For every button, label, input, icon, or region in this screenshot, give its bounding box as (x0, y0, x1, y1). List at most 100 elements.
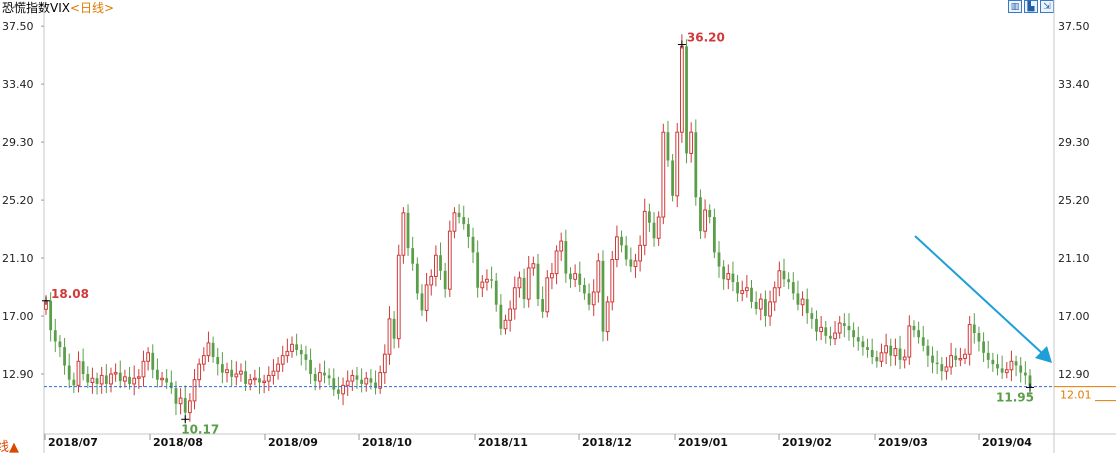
candle-158 (777, 261, 782, 297)
y-tick-left-5: 17.00 (2, 310, 34, 323)
candle-86 (443, 263, 447, 298)
candle-103 (522, 268, 526, 309)
candle-209 (1014, 355, 1018, 377)
candle-147 (726, 264, 731, 290)
candle-124 (620, 230, 623, 253)
candle-143 (708, 204, 712, 224)
candle-5 (67, 353, 71, 389)
y-tick-left-2: 29.30 (2, 136, 34, 149)
candle-109 (550, 263, 554, 290)
candle-4 (63, 337, 66, 375)
annotation-2: 10.17 (181, 422, 219, 436)
y-tick-right-0: 37.50 (1058, 20, 1090, 33)
candle-207 (1004, 362, 1009, 379)
candle-90 (462, 205, 466, 230)
last-price-label: 12.01 (1060, 389, 1092, 402)
candle-179 (875, 350, 879, 368)
candle-3 (58, 335, 62, 358)
candle-200 (972, 313, 976, 344)
candle-49 (271, 359, 276, 385)
candle-31 (187, 393, 192, 422)
candle-108 (545, 270, 550, 318)
candle-201 (977, 326, 981, 352)
candle-40 (230, 359, 234, 387)
candle-180 (879, 343, 884, 367)
candle-35 (206, 331, 211, 362)
y-tick-left-4: 21.10 (2, 252, 34, 265)
candle-165 (810, 307, 814, 329)
candle-13 (104, 364, 108, 394)
candle-61 (327, 368, 331, 386)
x-tick-3: 2018/10 (362, 436, 412, 449)
candle-204 (991, 352, 995, 372)
y-tick-left-0: 37.50 (2, 20, 34, 33)
candle-42 (239, 363, 243, 382)
candle-100 (508, 300, 513, 332)
candle-96 (490, 266, 493, 289)
candle-208 (1009, 350, 1014, 382)
candle-94 (480, 275, 485, 297)
candle-52 (285, 338, 290, 363)
candle-137 (679, 34, 684, 143)
candle-65 (345, 370, 350, 396)
candle-10 (90, 367, 95, 394)
indicator-icon[interactable]: ▙ (1024, 0, 1038, 13)
y-tick-right-5: 17.00 (1058, 310, 1090, 323)
candle-54 (295, 333, 299, 356)
candle-41 (234, 361, 239, 386)
candle-45 (252, 369, 257, 386)
candle-194 (944, 357, 949, 380)
candle-14 (109, 367, 113, 393)
candle-60 (323, 360, 326, 384)
chart-title-name: 恐慌指数VIX (2, 1, 70, 15)
y-tick-right-2: 29.30 (1058, 136, 1090, 149)
candle-43 (244, 360, 247, 391)
candle-6 (72, 372, 76, 394)
candle-159 (782, 258, 786, 288)
x-tick-2: 2018/09 (268, 436, 318, 449)
candle-155 (764, 290, 767, 327)
indicator-tab[interactable]: 线▲ (0, 440, 19, 455)
chart-type-icon[interactable]: ▥ (1008, 0, 1022, 13)
candle-24 (156, 358, 159, 388)
candle-193 (940, 357, 944, 381)
candle-15 (113, 363, 118, 382)
x-tick-1: 2018/08 (153, 436, 203, 449)
candle-98 (499, 294, 503, 336)
candle-139 (689, 122, 694, 163)
candle-39 (225, 362, 229, 383)
candle-134 (666, 120, 670, 167)
candle-106 (536, 253, 540, 307)
y-tick-right-1: 33.40 (1058, 78, 1090, 91)
candle-89 (457, 204, 461, 224)
candle-101 (512, 276, 517, 320)
export-icon[interactable]: ⇲ (1040, 0, 1054, 13)
x-tick-0: 2018/07 (48, 436, 98, 449)
candle-175 (856, 326, 860, 351)
candle-168 (824, 320, 828, 344)
candle-19 (132, 365, 137, 396)
candle-133 (661, 123, 666, 225)
candle-148 (731, 261, 735, 292)
candle-177 (866, 338, 869, 358)
candle-127 (633, 253, 638, 278)
candle-211 (1023, 361, 1027, 385)
x-tick-7: 2019/02 (782, 436, 832, 449)
candle-176 (861, 335, 865, 356)
candle-91 (466, 217, 470, 249)
x-tick-8: 2019/03 (878, 436, 928, 449)
x-tick-9: 2019/04 (982, 436, 1032, 449)
candle-202 (982, 332, 985, 362)
candle-117 (587, 283, 591, 311)
candle-95 (485, 269, 489, 291)
candle-37 (216, 347, 220, 376)
candle-47 (262, 374, 267, 394)
candle-115 (578, 261, 582, 292)
candle-170 (833, 320, 837, 346)
y-tick-left-1: 33.40 (2, 78, 34, 91)
candle-174 (852, 322, 856, 348)
candle-59 (317, 363, 322, 390)
candle-81 (420, 284, 424, 317)
